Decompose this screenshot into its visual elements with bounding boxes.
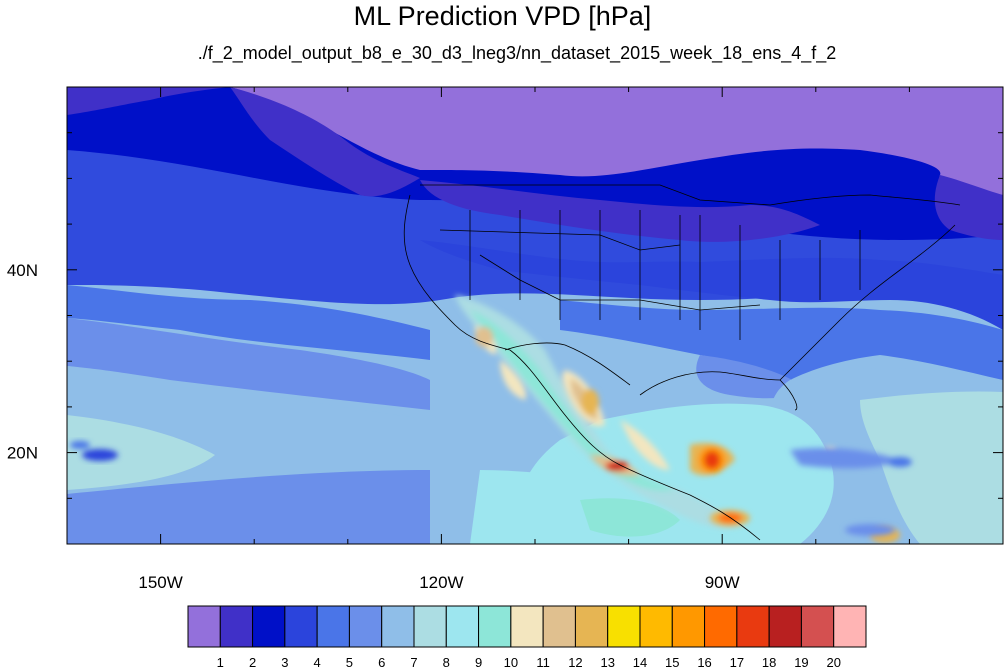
colorbar-label: 15 (665, 655, 679, 670)
colorbar-swatch (252, 605, 286, 648)
x-tick-label: 90W (705, 573, 740, 592)
colorbar-label: 12 (568, 655, 582, 670)
colorbar-label: 2 (249, 655, 256, 670)
colorbar-label: 19 (794, 655, 808, 670)
colorbar-swatch (413, 605, 447, 648)
colorbar: 1 2 3 4 5 6 7 8 9 10 11 12 13 14 15 16 17 18 19 20 (187, 605, 867, 670)
colorbar-label: 7 (410, 655, 417, 670)
colorbar-label: 3 (281, 655, 288, 670)
vpd-field (67, 87, 1003, 544)
colorbar-swatch (381, 605, 415, 648)
colorbar-label: 9 (475, 655, 482, 670)
colorbar-swatch (316, 605, 350, 648)
colorbar-swatch (833, 605, 867, 648)
colorbar-swatch (187, 605, 221, 648)
colorbar-swatch (219, 605, 254, 648)
colorbar-swatch (671, 605, 706, 648)
colorbar-swatch (478, 605, 512, 648)
colorbar-swatch (768, 605, 802, 648)
colorbar-swatch (510, 605, 544, 648)
colorbar-swatch (736, 605, 770, 648)
colorbar-label: 8 (443, 655, 450, 670)
coastlines (403, 184, 961, 541)
colorbar-swatch (284, 605, 318, 648)
colorbar-label: 14 (633, 655, 647, 670)
colorbar-label: 5 (346, 655, 353, 670)
colorbar-swatch (574, 605, 609, 648)
colorbar-swatch (704, 605, 738, 648)
axis-labels: 150W 120W 90W 40N 20N (7, 261, 740, 592)
colorbar-label: 18 (762, 655, 776, 670)
colorbar-label: 4 (314, 655, 321, 670)
colorbar-label: 17 (730, 655, 744, 670)
colorbar-label: 6 (378, 655, 385, 670)
colorbar-swatch (445, 605, 480, 648)
colorbar-label: 10 (504, 655, 518, 670)
colorbar-label: 20 (826, 655, 840, 670)
colorbar-swatch (607, 605, 641, 648)
colorbar-label: 16 (697, 655, 711, 670)
map-title: ML Prediction VPD [hPa] (353, 1, 652, 31)
axis-ticks (66, 86, 1004, 545)
colorbar-label: 1 (217, 655, 224, 670)
x-tick-label: 150W (138, 573, 182, 592)
colorbar-swatch (542, 605, 576, 648)
x-tick-label: 120W (419, 573, 463, 592)
y-tick-label: 40N (7, 261, 38, 280)
colorbar-label: 11 (536, 655, 550, 670)
map-subtitle: ./f_2_model_output_b8_e_30_d3_lneg3/nn_d… (197, 43, 837, 63)
y-tick-label: 20N (7, 444, 38, 463)
colorbar-swatch (639, 605, 673, 648)
colorbar-label: 13 (600, 655, 614, 670)
colorbar-swatch (348, 605, 383, 648)
colorbar-swatch (800, 605, 835, 648)
